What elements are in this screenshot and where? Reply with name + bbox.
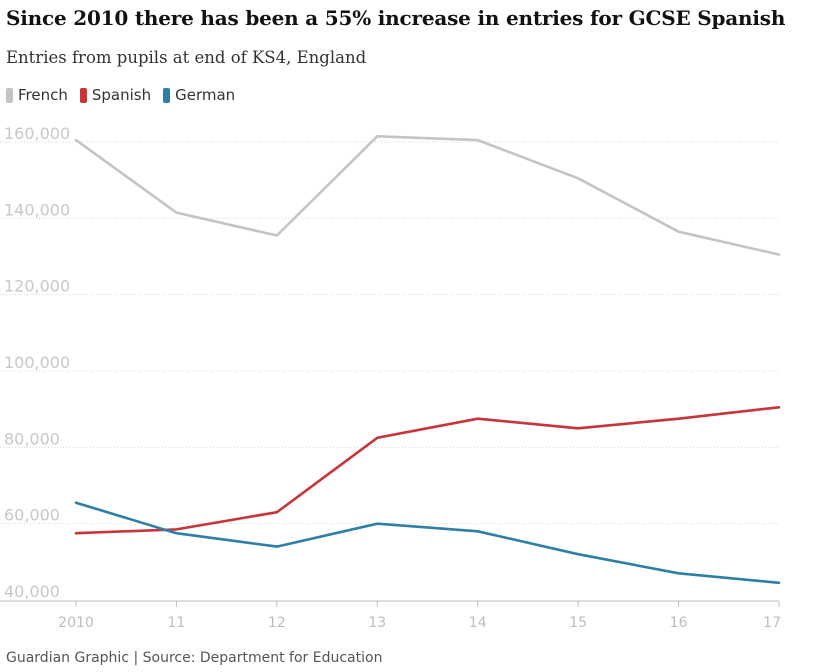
legend-item-french: French bbox=[6, 86, 68, 104]
legend-label-german: German bbox=[175, 86, 236, 104]
source-note: Guardian Graphic | Source: Department fo… bbox=[6, 650, 383, 666]
legend-swatch-spanish bbox=[79, 87, 87, 103]
y-tick-label: 120,000 bbox=[4, 277, 70, 296]
series-line-german bbox=[74, 501, 781, 585]
x-tick-label: 11 bbox=[168, 615, 186, 631]
chart-title: Since 2010 there has been a 55% increase… bbox=[6, 6, 786, 30]
x-tick-label: 15 bbox=[569, 615, 587, 631]
y-axis-ticks: 40,000 60,000 80,000 100,000 120,000 140,000 1… bbox=[4, 124, 70, 601]
legend-swatch-french bbox=[6, 87, 13, 103]
series-lines bbox=[74, 135, 781, 585]
x-tick-label: 16 bbox=[670, 615, 688, 631]
legend-item-german: German bbox=[163, 86, 235, 104]
series-line-spanish bbox=[74, 405, 781, 535]
x-tick-label: 12 bbox=[268, 615, 286, 631]
series-line-french bbox=[74, 135, 781, 256]
y-tick-label: 80,000 bbox=[4, 429, 60, 448]
legend-label-spanish: Spanish bbox=[91, 86, 152, 104]
legend-item-spanish: Spanish bbox=[79, 86, 152, 104]
x-tick-label: 17 bbox=[763, 615, 781, 631]
y-tick-label: 60,000 bbox=[4, 506, 60, 525]
legend: French Spanish German bbox=[6, 86, 247, 104]
x-axis: 2010 11 12 13 14 15 16 17 bbox=[0, 600, 781, 631]
y-tick-label: 100,000 bbox=[4, 353, 70, 372]
y-tick-label: 40,000 bbox=[4, 582, 60, 601]
x-tick-label: 2010 bbox=[58, 615, 94, 631]
x-tick-label: 13 bbox=[368, 615, 386, 631]
y-tick-label: 140,000 bbox=[4, 200, 70, 219]
legend-label-french: French bbox=[18, 86, 68, 104]
gridlines bbox=[0, 141, 779, 525]
chart-subtitle: Entries from pupils at end of KS4, Engla… bbox=[6, 48, 367, 67]
legend-swatch-german bbox=[163, 87, 171, 103]
x-tick-label: 14 bbox=[469, 615, 487, 631]
y-tick-label: 160,000 bbox=[4, 124, 70, 143]
